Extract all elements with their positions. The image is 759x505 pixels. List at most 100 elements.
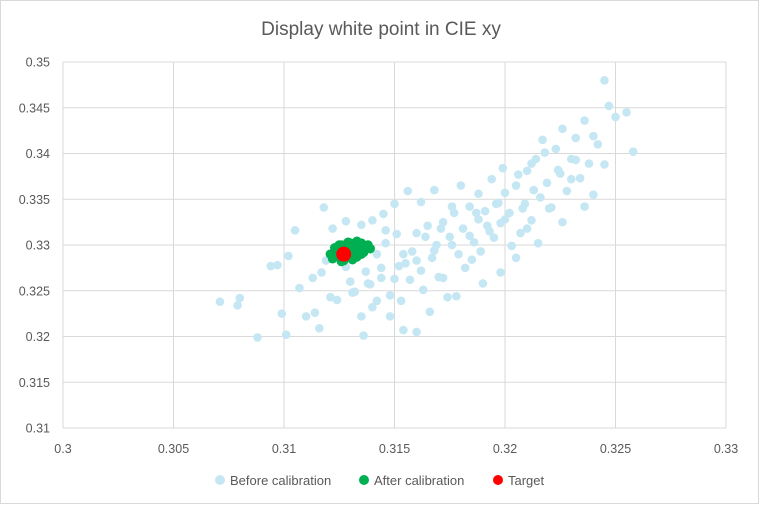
before-calibration-point bbox=[505, 208, 514, 218]
before-calibration-point bbox=[390, 199, 399, 209]
before-calibration-point bbox=[346, 277, 355, 286]
before-calibration-point bbox=[429, 185, 439, 195]
before-calibration-point bbox=[478, 279, 488, 288]
legend-marker bbox=[359, 475, 369, 485]
axis-ticks: 0.3 0.305 0.31 0.315 0.32 0.325 0.33 0.31 0.315 0… bbox=[19, 56, 738, 457]
y-tick-label: 0.33 bbox=[26, 239, 50, 253]
before-calibration-point bbox=[542, 178, 552, 188]
before-calibration-point bbox=[500, 188, 510, 198]
before-calibration-point bbox=[584, 159, 594, 168]
after-calibration-point bbox=[356, 249, 367, 259]
before-calibration-point bbox=[580, 202, 589, 211]
before-calibration-point bbox=[328, 224, 337, 233]
before-calibration-point bbox=[593, 140, 603, 149]
before-calibration-point bbox=[429, 246, 439, 255]
before-calibration-point bbox=[540, 148, 550, 157]
after-calibration-point bbox=[365, 243, 375, 254]
before-calibration-point bbox=[416, 266, 426, 275]
before-calibration-point bbox=[350, 287, 360, 296]
before-calibration-point bbox=[399, 325, 408, 335]
before-calibration-point bbox=[326, 292, 335, 302]
gridlines bbox=[62, 61, 727, 429]
before-calibration-point bbox=[507, 241, 516, 251]
x-tick-label: 0.315 bbox=[379, 442, 410, 456]
before-calibration-point bbox=[589, 131, 598, 141]
chart-title: Display white point in CIE xy bbox=[261, 19, 501, 40]
before-calibration-point bbox=[513, 170, 523, 179]
before-calibration-point bbox=[403, 186, 413, 196]
before-calibration-point bbox=[511, 181, 521, 190]
before-calibration-point bbox=[392, 229, 402, 239]
before-calibration-point bbox=[390, 274, 399, 284]
before-calibration-point bbox=[498, 163, 508, 173]
before-calibration-point bbox=[604, 101, 614, 111]
before-calibration-point bbox=[405, 275, 415, 285]
before-calibration-point bbox=[538, 135, 547, 145]
legend-label: Target bbox=[508, 473, 545, 488]
before-calibration-point bbox=[308, 273, 318, 283]
before-calibration-point bbox=[423, 221, 432, 231]
before-calibration-point bbox=[438, 273, 448, 283]
before-calibration-point bbox=[368, 302, 377, 312]
before-calibration-point bbox=[456, 181, 466, 190]
before-calibration-point bbox=[494, 198, 503, 208]
before-calibration-point bbox=[396, 296, 406, 306]
before-calibration-point bbox=[407, 247, 417, 256]
before-calibration-point bbox=[471, 208, 481, 218]
before-calibration-point bbox=[511, 253, 521, 263]
before-calibration-point bbox=[372, 249, 382, 259]
before-calibration-point bbox=[522, 166, 532, 176]
x-tick-label: 0.32 bbox=[493, 442, 517, 456]
before-calibration-point bbox=[575, 173, 585, 183]
before-calibration-point bbox=[436, 224, 446, 233]
before-calibration-point bbox=[284, 251, 293, 261]
y-tick-label: 0.335 bbox=[19, 193, 50, 207]
before-calibration-point bbox=[290, 226, 300, 235]
before-calibration-point bbox=[622, 108, 631, 117]
legend-marker bbox=[493, 475, 503, 485]
before-calibration-point bbox=[567, 174, 576, 184]
before-calibration-point bbox=[401, 259, 410, 268]
before-calibration-point bbox=[529, 185, 539, 195]
before-calibration-point bbox=[319, 203, 329, 212]
y-tick-label: 0.35 bbox=[26, 56, 50, 70]
before-calibration-point bbox=[412, 327, 421, 337]
data-points bbox=[215, 76, 638, 342]
before-calibration-point bbox=[412, 256, 421, 265]
x-tick-label: 0.325 bbox=[600, 442, 631, 456]
before-calibration-point bbox=[469, 237, 479, 247]
before-calibration-point bbox=[571, 155, 581, 165]
y-tick-label: 0.315 bbox=[19, 376, 50, 390]
before-calibration-point bbox=[376, 263, 386, 273]
before-calibration-point bbox=[496, 268, 505, 277]
before-calibration-point bbox=[215, 297, 225, 307]
before-calibration-point bbox=[379, 209, 388, 219]
before-calibration-point bbox=[628, 147, 638, 156]
after-calibration-point bbox=[352, 236, 362, 247]
before-calibration-point bbox=[562, 186, 572, 196]
before-calibration-point bbox=[425, 307, 435, 317]
legend-marker bbox=[215, 475, 225, 485]
before-calibration-point bbox=[611, 112, 620, 122]
before-calibration-point bbox=[533, 238, 543, 248]
before-calibration-point bbox=[273, 260, 282, 270]
y-tick-label: 0.34 bbox=[26, 147, 50, 161]
after-calibration-point bbox=[343, 237, 353, 248]
before-calibration-point bbox=[233, 301, 242, 310]
before-calibration-point bbox=[555, 169, 565, 178]
legend: Before calibration After calibration Targe… bbox=[215, 473, 545, 488]
before-calibration-point bbox=[522, 224, 532, 233]
before-calibration-point bbox=[589, 190, 598, 199]
before-calibration-point bbox=[527, 215, 536, 225]
before-calibration-point bbox=[427, 253, 437, 263]
before-calibration-point bbox=[381, 238, 390, 248]
legend-label: After calibration bbox=[374, 473, 464, 488]
before-calibration-point bbox=[600, 160, 609, 169]
x-tick-label: 0.3 bbox=[54, 442, 71, 456]
series-2 bbox=[336, 246, 352, 262]
before-calibration-point bbox=[394, 261, 404, 271]
before-calibration-point bbox=[341, 216, 351, 226]
before-calibration-point bbox=[544, 204, 554, 213]
before-calibration-point bbox=[445, 232, 455, 242]
